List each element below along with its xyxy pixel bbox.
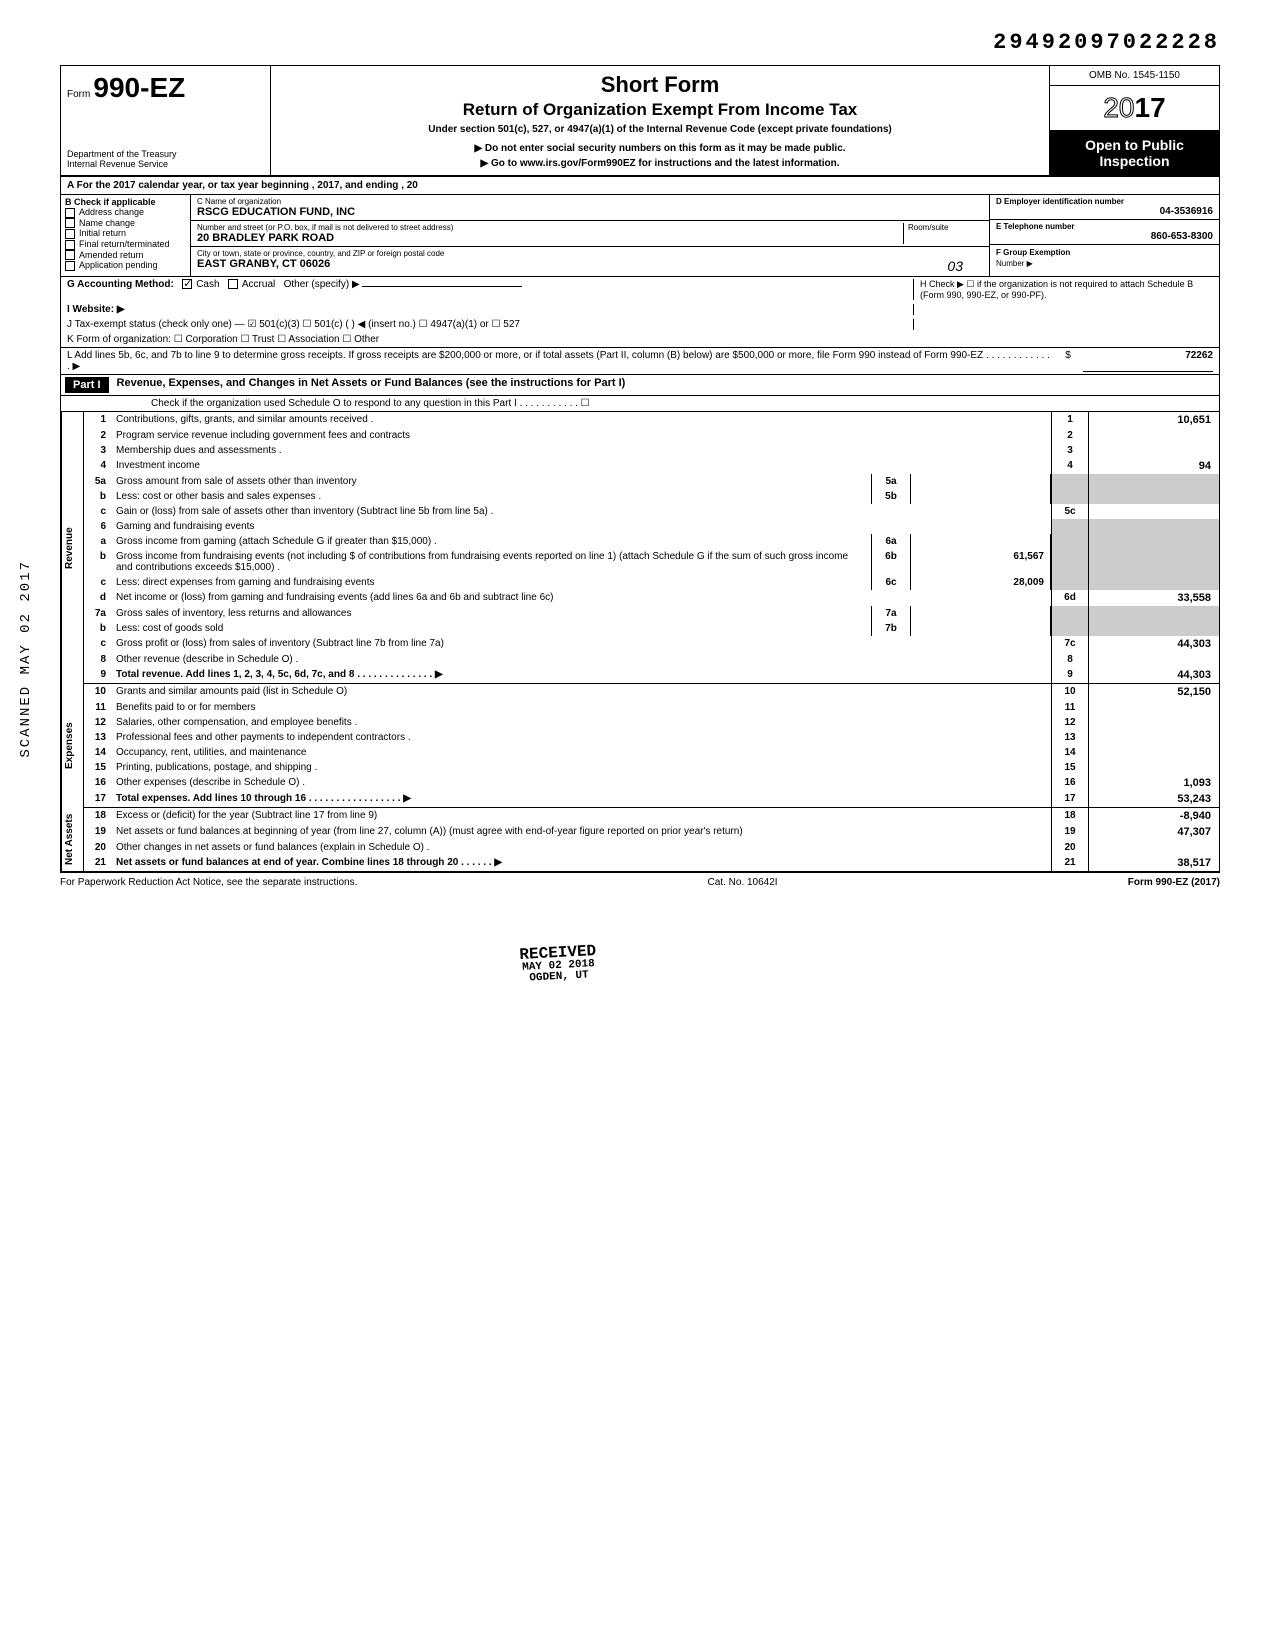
- line-12: Salaries, other compensation, and employ…: [112, 715, 1051, 730]
- chk-application-pending[interactable]: [65, 261, 75, 271]
- form-header: Form 990-EZ Department of the Treasury I…: [60, 65, 1220, 177]
- row-a-tax-year: A For the 2017 calendar year, or tax yea…: [60, 177, 1220, 195]
- title-short-form: Short Form: [281, 72, 1039, 98]
- line-10: Grants and similar amounts paid (list in…: [112, 684, 1051, 700]
- line-3: Membership dues and assessments .: [112, 443, 1051, 458]
- label-group-number: Number ▶: [996, 259, 1033, 268]
- footer-form: Form 990-EZ (2017): [1128, 877, 1220, 888]
- section-bcd: B Check if applicable Address change Nam…: [60, 195, 1220, 277]
- part1-header: Part I Revenue, Expenses, and Changes in…: [60, 375, 1220, 396]
- net-assets-section: Net Assets 18Excess or (deficit) for the…: [60, 808, 1220, 873]
- line-11: Benefits paid to or for members: [112, 700, 1051, 715]
- chk-accrual[interactable]: [228, 279, 238, 289]
- label-org-name: C Name of organization: [197, 197, 983, 206]
- org-street: 20 BRADLEY PARK ROAD: [197, 232, 903, 244]
- part1-label: Part I: [65, 377, 109, 393]
- title-return: Return of Organization Exempt From Incom…: [281, 100, 1039, 120]
- instruction-website: ▶ Go to www.irs.gov/Form990EZ for instru…: [281, 158, 1039, 169]
- line-21: Net assets or fund balances at end of ye…: [112, 855, 1051, 871]
- row-l-gross-receipts: L Add lines 5b, 6c, and 7b to line 9 to …: [60, 348, 1220, 375]
- vlabel-net-assets: Net Assets: [61, 808, 83, 871]
- part1-check-schedule-o: Check if the organization used Schedule …: [60, 396, 1220, 412]
- vlabel-expenses: Expenses: [61, 684, 83, 808]
- line-16: Other expenses (describe in Schedule O) …: [112, 775, 1051, 791]
- line-5a: Gross amount from sale of assets other t…: [112, 474, 871, 489]
- line-19: Net assets or fund balances at beginning…: [112, 824, 1051, 840]
- vlabel-revenue: Revenue: [61, 412, 83, 684]
- row-h-schedule-b: H Check ▶ ☐ if the organization is not r…: [913, 279, 1213, 300]
- revenue-section: Revenue 1Contributions, gifts, grants, a…: [60, 412, 1220, 684]
- instruction-ssn: ▶ Do not enter social security numbers o…: [281, 143, 1039, 154]
- chk-initial-return[interactable]: [65, 229, 75, 239]
- line-13: Professional fees and other payments to …: [112, 730, 1051, 745]
- chk-cash[interactable]: [182, 279, 192, 289]
- label-city: City or town, state or province, country…: [197, 249, 983, 258]
- col-d-ein: D Employer identification number 04-3536…: [989, 195, 1219, 276]
- chk-address-change[interactable]: [65, 208, 75, 218]
- line-14: Occupancy, rent, utilities, and maintena…: [112, 745, 1051, 760]
- expenses-section: Expenses 10Grants and similar amounts pa…: [60, 684, 1220, 808]
- org-name: RSCG EDUCATION FUND, INC: [197, 206, 983, 218]
- line-8: Other revenue (describe in Schedule O) .: [112, 652, 1051, 667]
- row-g-accounting: G Accounting Method: Cash Accrual Other …: [60, 277, 1220, 302]
- scanned-stamp: SCANNED MAY 02 2017: [18, 560, 34, 758]
- org-city: EAST GRANBY, CT 06026: [197, 258, 330, 274]
- form-label: Form: [67, 89, 90, 100]
- label-ein: D Employer identification number: [996, 197, 1213, 206]
- label-group-exemption: F Group Exemption: [996, 248, 1070, 257]
- open-to-public: Open to Public Inspection: [1050, 131, 1219, 175]
- col-b-checkboxes: B Check if applicable Address change Nam…: [61, 195, 191, 276]
- col-b-title: B Check if applicable: [65, 197, 186, 207]
- part1-title: Revenue, Expenses, and Changes in Net As…: [109, 377, 1215, 393]
- line-7b: Less: cost of goods sold: [112, 621, 871, 636]
- line-18: Excess or (deficit) for the year (Subtra…: [112, 808, 1051, 824]
- label-room: Room/suite: [908, 223, 983, 232]
- line-15: Printing, publications, postage, and shi…: [112, 760, 1051, 775]
- line-6: Gaming and fundraising events: [112, 519, 1051, 534]
- row-j-tax-status: J Tax-exempt status (check only one) — ☑…: [60, 317, 1220, 332]
- col-c-org-info: C Name of organization RSCG EDUCATION FU…: [191, 195, 989, 276]
- title-under: Under section 501(c), 527, or 4947(a)(1)…: [281, 124, 1039, 135]
- footer-catno: Cat. No. 10642I: [708, 877, 778, 888]
- line-4: Investment income: [112, 458, 1051, 474]
- dept-treasury: Department of the Treasury: [67, 149, 264, 159]
- dept-irs: Internal Revenue Service: [67, 159, 264, 169]
- footer: For Paperwork Reduction Act Notice, see …: [60, 877, 1220, 888]
- line-7a: Gross sales of inventory, less returns a…: [112, 606, 871, 621]
- row-i-website: I Website: ▶: [60, 302, 1220, 317]
- ein-value: 04-3536916: [996, 206, 1213, 217]
- omb-number: OMB No. 1545-1150: [1050, 66, 1219, 86]
- footer-paperwork: For Paperwork Reduction Act Notice, see …: [60, 877, 357, 888]
- line-6b: Gross income from fundraising events (no…: [112, 549, 871, 575]
- gross-receipts-value: 72262: [1083, 350, 1213, 372]
- line-9: Total revenue. Add lines 1, 2, 3, 4, 5c,…: [112, 667, 1051, 683]
- line-17: Total expenses. Add lines 10 through 16 …: [112, 791, 1051, 807]
- row-k-org-form: K Form of organization: ☐ Corporation ☐ …: [60, 332, 1220, 348]
- chk-name-change[interactable]: [65, 218, 75, 228]
- phone-value: 860-653-8300: [996, 231, 1213, 242]
- label-phone: E Telephone number: [996, 222, 1213, 231]
- line-5c: Gain or (loss) from sale of assets other…: [112, 504, 1051, 519]
- chk-final-return[interactable]: [65, 240, 75, 250]
- label-street: Number and street (or P.O. box, if mail …: [197, 223, 903, 232]
- line-6d: Net income or (loss) from gaming and fun…: [112, 590, 1051, 606]
- line-6a: Gross income from gaming (attach Schedul…: [112, 534, 871, 549]
- line-5b: Less: cost or other basis and sales expe…: [112, 489, 871, 504]
- form-number: 990-EZ: [93, 72, 185, 103]
- line-2: Program service revenue including govern…: [112, 428, 1051, 443]
- tax-year: 2017: [1050, 86, 1219, 131]
- dln-number: 29492097022228: [60, 30, 1220, 55]
- line-1: Contributions, gifts, grants, and simila…: [112, 412, 1051, 428]
- received-stamp: RECEIVED MAY 02 2018 OGDEN, UT: [519, 943, 598, 985]
- handwritten-03: 03: [947, 258, 983, 274]
- line-6c: Less: direct expenses from gaming and fu…: [112, 575, 871, 590]
- chk-amended-return[interactable]: [65, 250, 75, 260]
- line-7c: Gross profit or (loss) from sales of inv…: [112, 636, 1051, 652]
- line-20: Other changes in net assets or fund bala…: [112, 840, 1051, 855]
